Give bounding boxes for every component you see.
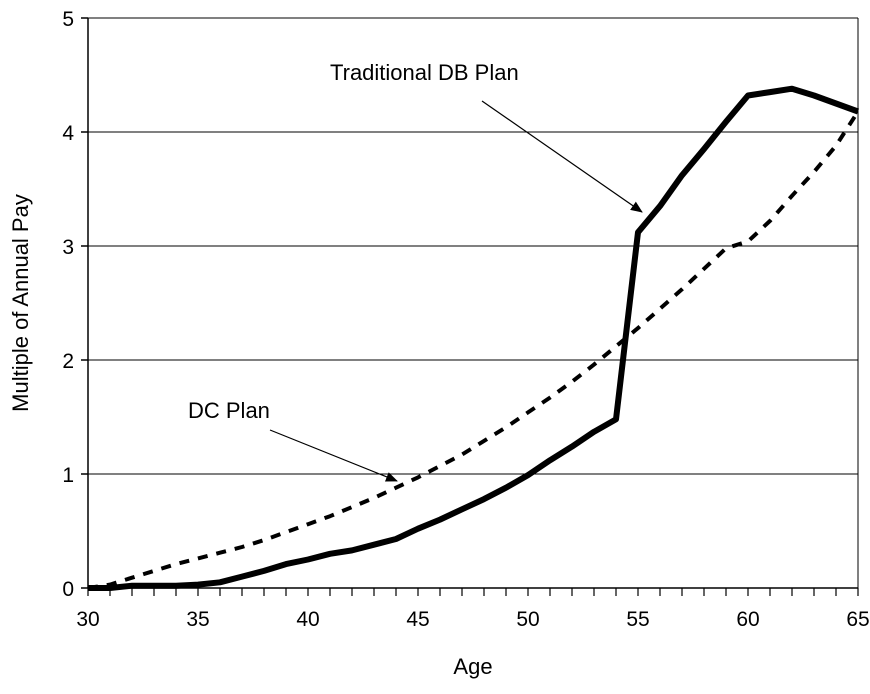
x-tick-label: 60 <box>736 608 759 631</box>
y-tick-label: 2 <box>62 350 74 373</box>
y-tick-label: 5 <box>62 8 74 31</box>
series-line-dc <box>87 110 860 590</box>
x-tick-label: 55 <box>626 608 649 631</box>
x-tick-label: 40 <box>296 608 319 631</box>
x-tick-label: 30 <box>76 608 99 631</box>
series-lines <box>87 85 860 591</box>
gridlines <box>88 17 858 475</box>
x-tick-label: 65 <box>846 608 869 631</box>
x-tick-label: 35 <box>186 608 209 631</box>
series-line-db <box>88 85 860 591</box>
annotation-arrow-db <box>481 100 643 213</box>
y-tick-label: 0 <box>62 578 74 601</box>
y-axis-title: Multiple of Annual Pay <box>8 194 33 412</box>
annotation-label-db: Traditional DB Plan <box>330 60 519 85</box>
y-tick-label: 4 <box>62 122 74 145</box>
annotation-label-dc: DC Plan <box>188 398 270 423</box>
y-tick-label: 3 <box>62 236 74 259</box>
annotations: Traditional DB Plan DC Plan <box>188 60 643 482</box>
y-tick-label: 1 <box>62 464 74 487</box>
annotation-arrow-dc <box>269 429 398 482</box>
x-tick-label: 50 <box>516 608 539 631</box>
x-axis-title: Age <box>453 654 492 679</box>
x-tick-label: 45 <box>406 608 429 631</box>
